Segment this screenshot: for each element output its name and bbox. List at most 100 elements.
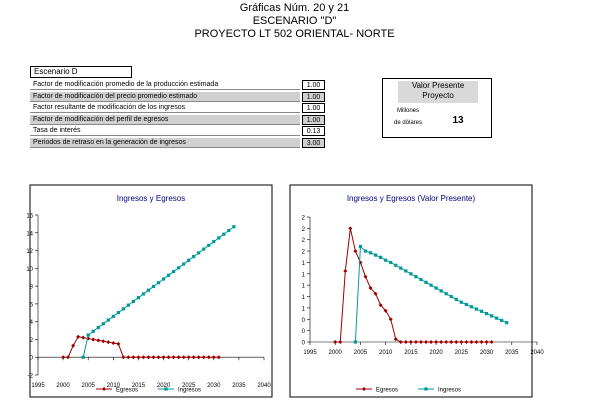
point — [459, 300, 463, 304]
point — [413, 340, 418, 344]
point — [101, 339, 106, 344]
point — [146, 355, 151, 360]
y-tick-label: 0 — [302, 329, 306, 335]
point — [206, 355, 211, 360]
point — [71, 343, 76, 348]
header-line: Gráficas Núm. 20 y 21 — [239, 2, 350, 14]
y-tick-label: 6 — [30, 302, 34, 308]
point — [141, 355, 146, 360]
point — [373, 253, 378, 257]
point — [403, 340, 408, 344]
point — [474, 340, 479, 344]
point — [414, 275, 418, 279]
point — [368, 286, 373, 291]
x-tick-label: 2020 — [157, 383, 171, 389]
legend-marker — [424, 387, 428, 391]
point — [389, 260, 393, 265]
param-label: Periodos de retraso en la generación de … — [30, 137, 300, 148]
point — [363, 249, 368, 253]
legend-marker — [362, 387, 366, 391]
point — [186, 355, 191, 360]
point — [116, 311, 120, 315]
chart-frame — [289, 184, 533, 398]
header-line: PROYECTO LT 502 ORIENTAL- NORTE — [194, 28, 395, 40]
point — [409, 272, 413, 276]
point — [192, 255, 196, 259]
y-tick-label: 0 — [302, 341, 306, 347]
point — [106, 340, 111, 345]
point — [76, 334, 81, 339]
x-tick-label: 2040 — [530, 350, 544, 356]
point — [191, 355, 196, 360]
point — [151, 284, 156, 289]
point — [176, 355, 181, 360]
x-tick-label: 2010 — [379, 350, 393, 356]
x-tick-label: 2015 — [132, 383, 146, 389]
point — [91, 329, 95, 333]
y-tick-label: 2 — [302, 250, 306, 256]
point — [161, 355, 166, 360]
point — [434, 340, 439, 344]
x-tick-label: 2020 — [429, 350, 443, 356]
param-label: Factor de modificación promedio de la pr… — [30, 80, 300, 90]
y-tick-label: 1 — [302, 272, 306, 278]
legend-label: Egresos — [376, 388, 398, 394]
x-tick-label: 2015 — [404, 350, 418, 356]
param-value: 1.00 — [302, 91, 325, 102]
point — [126, 303, 130, 307]
point — [111, 314, 115, 318]
y-tick-label: 2 — [30, 338, 34, 344]
point — [131, 355, 136, 360]
point — [424, 340, 429, 344]
point — [479, 340, 484, 344]
point — [358, 244, 363, 249]
point — [388, 317, 393, 322]
point — [373, 291, 378, 296]
point — [459, 340, 464, 344]
point — [419, 277, 423, 282]
point — [404, 269, 408, 273]
param-label: Tasa de interés — [30, 126, 300, 136]
params-title: Escenario D — [30, 66, 132, 78]
x-tick-label: 2000 — [329, 350, 343, 356]
point — [398, 340, 403, 344]
point — [222, 232, 226, 236]
point — [136, 355, 141, 360]
point — [106, 318, 110, 322]
point — [353, 249, 358, 254]
point — [429, 283, 433, 287]
x-tick-label: 1995 — [31, 383, 45, 389]
legend-marker — [102, 387, 106, 391]
y-tick-label: 1 — [302, 284, 306, 290]
point — [424, 280, 428, 284]
y-tick-label: 12 — [26, 249, 33, 255]
point — [96, 325, 100, 330]
point — [141, 292, 146, 296]
point — [187, 258, 191, 262]
point — [439, 340, 444, 344]
legend-label: Ingresos — [178, 388, 201, 394]
point — [500, 318, 504, 323]
point — [384, 258, 388, 262]
y-tick-label: 2 — [302, 216, 306, 222]
param-value: 1.00 — [302, 114, 325, 125]
point — [464, 340, 469, 344]
point — [116, 341, 121, 346]
point — [363, 274, 368, 279]
point — [454, 297, 458, 301]
present-value-unit: Millones de dólares — [393, 108, 423, 126]
point — [216, 355, 221, 360]
point — [333, 340, 338, 344]
x-tick-label: 2040 — [257, 383, 271, 389]
point — [469, 305, 474, 309]
point — [464, 302, 468, 307]
point — [156, 355, 161, 360]
param-label: Factor resultante de modificación de los… — [30, 103, 300, 113]
point — [126, 355, 131, 360]
point — [454, 340, 459, 344]
point — [166, 355, 171, 360]
point — [121, 307, 125, 311]
point — [343, 268, 348, 273]
point — [232, 225, 236, 229]
point — [479, 309, 484, 313]
